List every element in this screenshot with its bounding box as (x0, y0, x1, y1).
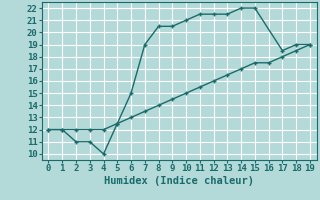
X-axis label: Humidex (Indice chaleur): Humidex (Indice chaleur) (104, 176, 254, 186)
